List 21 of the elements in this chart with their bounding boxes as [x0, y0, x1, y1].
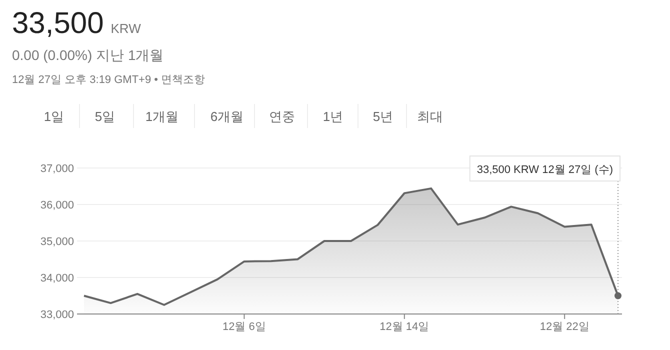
text: 6개월	[210, 109, 244, 124]
text: 1일	[44, 109, 64, 124]
chart-title: 33,500	[12, 7, 104, 40]
x-tick-label: 12월 6일	[222, 321, 266, 333]
y-tick-label: 33,000	[40, 309, 74, 321]
annotation: 33,500 KRW 12월 27일 (수)	[476, 164, 613, 176]
y-tick-label: 37,000	[40, 163, 74, 175]
text: 5일	[94, 109, 116, 124]
y-tick-label: 36,000	[40, 200, 74, 212]
y-tick-label: 35,000	[40, 236, 74, 248]
text: 1개월	[145, 109, 179, 124]
text: KRW	[110, 21, 142, 36]
text: 연중	[269, 109, 295, 124]
text: 5년	[372, 109, 394, 124]
y-tick-label: 34,000	[40, 272, 74, 284]
text: 1년	[322, 109, 344, 124]
x-tick-label: 12월 22일	[540, 321, 590, 333]
chart-subtitle: 0.00 (0.00%) 지난 1개월	[12, 47, 164, 63]
text: 12월 27일 오후 3:19 GMT+9 • 면책조항	[12, 74, 206, 86]
x-tick-label: 12월 14일	[380, 321, 430, 333]
text: 최대	[417, 109, 443, 124]
